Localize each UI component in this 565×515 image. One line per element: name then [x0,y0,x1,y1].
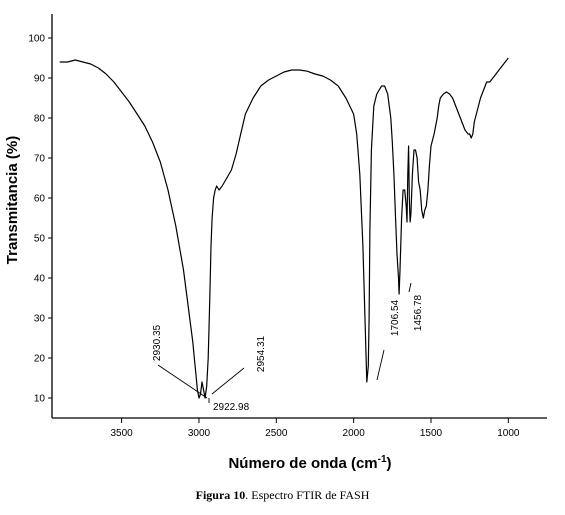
y-tick-label: 60 [34,194,46,205]
y-tick-label: 30 [34,314,46,325]
plot-axes [51,14,547,419]
y-tick-label: 40 [34,274,46,285]
figure-caption: Figura 10. Espectro FTIR de FASH [0,488,565,503]
peak-label: 1706.54 [390,299,401,336]
y-tick-label: 90 [34,74,46,85]
x-tick-label: 3000 [188,428,211,439]
peak-label: 2954.31 [256,335,267,372]
peak-leader-line [157,364,208,399]
ftir-chart: 10 20 30 40 50 60 70 80 90 100 3500 3000 2500 2000 15… [4,14,547,472]
series-layer [59,57,509,399]
x-tick-label: 1500 [420,428,443,439]
peak-label: 2922.98 [213,402,250,413]
x-tick-label: 2500 [265,428,288,439]
x-tick-label: 3500 [110,428,133,439]
peak-label: 2930.35 [152,324,163,361]
peak-leader-line [376,349,385,381]
y-tick-label: 70 [34,154,46,165]
x-tick-label: 1000 [497,428,520,439]
peak-leader-line [211,367,245,395]
y-tick-label: 10 [34,394,46,405]
x-tick-label: 2000 [343,428,366,439]
x-axis-ticks: 3500 3000 2500 2000 1500 1000 [110,418,520,439]
x-axis-label-close: ) [387,455,392,472]
y-axis-ticks: 10 20 30 40 50 60 70 80 90 100 [28,34,52,405]
figure-caption-label: Figura 10 [195,488,246,502]
x-axis-label: Número de onda (cm-1) [228,454,391,472]
peak-leader-line [408,282,412,293]
spectrum-line [59,57,509,399]
y-tick-label: 80 [34,114,46,125]
y-tick-label: 100 [28,34,45,45]
y-tick-label: 50 [34,234,46,245]
y-axis-label: Transmitancia (%) [4,136,21,264]
x-axis-label-sup: -1 [378,454,387,465]
x-axis-label-main: Número de onda (cm [228,455,377,472]
peak-annotations: 2930.35 2954.31 2922.98 1706.54 1456.78 [152,282,424,413]
peak-label: 1456.78 [413,294,424,331]
y-tick-label: 20 [34,354,46,365]
figure-caption-text: . Espectro FTIR de FASH [245,488,370,502]
